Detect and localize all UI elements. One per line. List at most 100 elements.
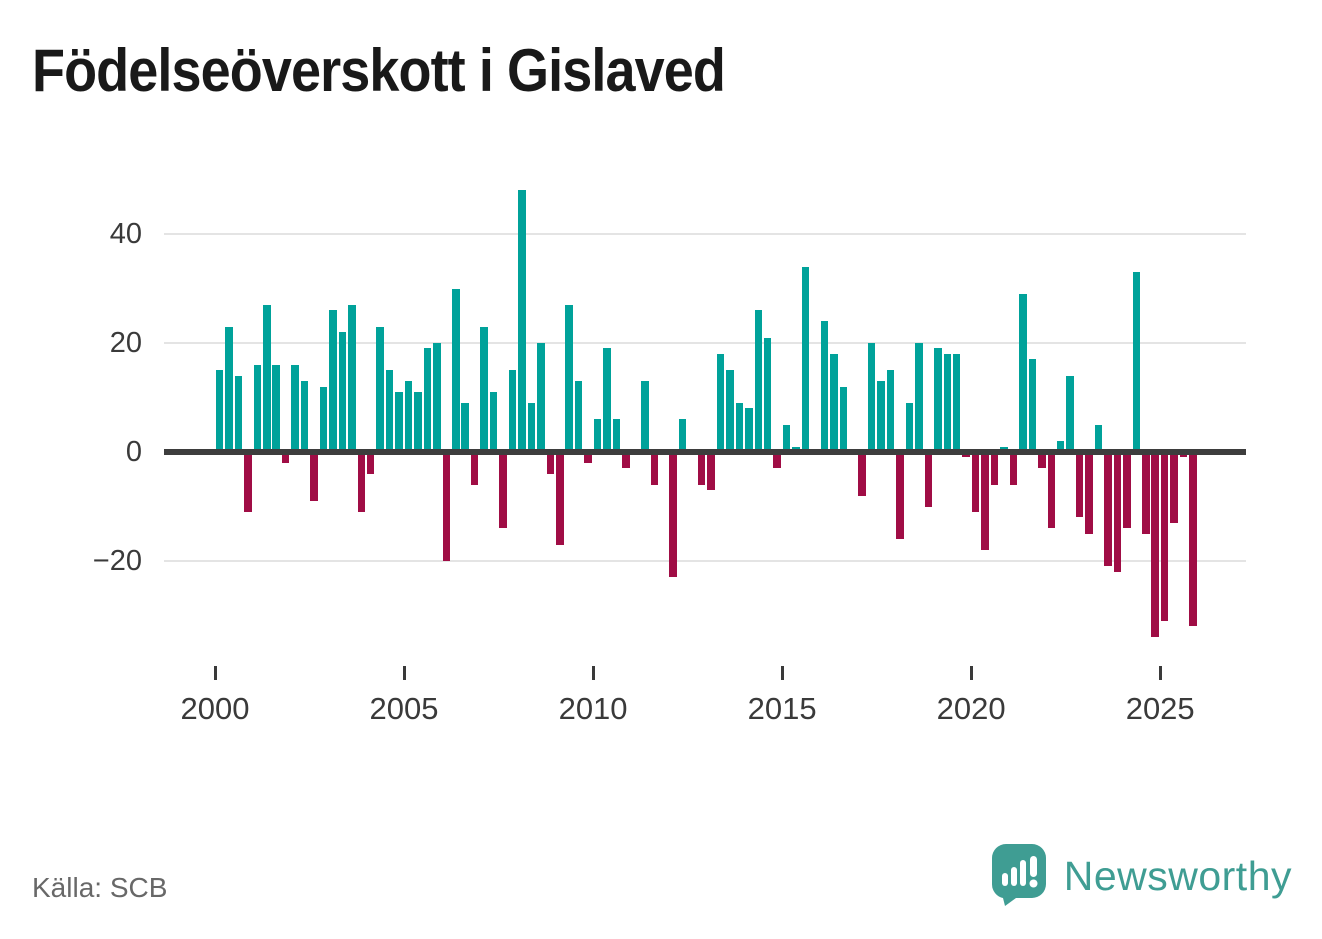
bar-positive — [338, 332, 347, 452]
bar-positive — [518, 190, 526, 452]
bar-positive — [763, 337, 772, 452]
bar-positive — [716, 353, 725, 452]
bar-negative — [442, 452, 451, 561]
bar-positive — [225, 326, 233, 452]
bar-negative — [669, 452, 677, 578]
bar-positive — [508, 370, 517, 452]
bar-positive — [461, 402, 469, 452]
bar-positive — [1056, 441, 1065, 452]
bar-negative — [1038, 452, 1046, 469]
y-axis-label: 20 — [109, 327, 142, 359]
bar-positive — [839, 386, 848, 452]
bar-negative — [697, 452, 706, 485]
bar-positive — [1094, 424, 1103, 452]
bar-negative — [1047, 452, 1056, 529]
bar-positive — [952, 353, 961, 452]
x-axis-label: 2015 — [747, 691, 817, 726]
bar-negative — [1085, 452, 1093, 534]
bar-positive — [877, 381, 885, 452]
bar-positive — [376, 326, 384, 452]
bar-chart-speech-bubble-icon — [990, 842, 1048, 911]
bar-negative — [773, 452, 781, 469]
bar-negative — [707, 452, 715, 491]
bar-positive — [215, 370, 224, 452]
bar-negative — [1160, 452, 1169, 621]
bar-positive — [943, 353, 952, 452]
bar-positive — [489, 392, 498, 452]
bar-negative — [981, 452, 989, 551]
bar-positive — [300, 381, 309, 452]
x-axis-tick — [213, 666, 217, 680]
brand-wordmark: Newsworthy — [1063, 853, 1292, 899]
bar-negative — [622, 452, 630, 469]
bar-negative — [310, 452, 318, 502]
bar-positive — [1019, 293, 1027, 452]
bar-positive — [537, 343, 545, 452]
bar-positive — [253, 364, 262, 452]
bar-positive — [329, 310, 337, 452]
bar-positive — [1132, 272, 1141, 452]
bar-positive — [754, 310, 762, 452]
bar-positive — [867, 343, 876, 452]
bar-positive — [612, 419, 621, 452]
bar-negative — [499, 452, 507, 529]
bar-positive — [678, 419, 687, 452]
bar-negative — [650, 452, 659, 485]
bar-negative — [584, 452, 592, 463]
bar-negative — [546, 452, 555, 474]
bar-positive — [886, 370, 895, 452]
bar-positive — [348, 304, 356, 452]
bar-positive — [385, 370, 394, 452]
bar-negative — [281, 452, 290, 463]
bar-positive — [603, 348, 611, 452]
x-axis-tick — [1158, 666, 1162, 680]
x-axis-label: 2005 — [369, 691, 439, 726]
bar-positive — [574, 381, 583, 452]
bar-positive — [565, 304, 573, 452]
bar-negative — [971, 452, 980, 512]
bar-negative — [556, 452, 564, 545]
y-axis-label: 40 — [109, 218, 142, 250]
bar-positive — [934, 348, 942, 452]
bar-positive — [905, 402, 914, 452]
bar-positive — [263, 304, 271, 452]
bar-positive — [820, 321, 829, 452]
bar-negative — [244, 452, 252, 512]
x-axis-tick — [780, 666, 784, 680]
bar-positive — [1028, 359, 1037, 452]
bar-positive — [480, 326, 488, 452]
bar-positive — [1066, 375, 1074, 452]
bar-positive — [735, 402, 744, 452]
bar-positive — [745, 408, 753, 452]
bar-positive — [915, 343, 923, 452]
chart-title: Födelseöverskott i Gislaved — [32, 37, 726, 104]
y-axis-label: −20 — [92, 545, 142, 577]
bar-positive — [801, 266, 810, 452]
bar-negative — [1104, 452, 1112, 567]
bar-positive — [291, 364, 299, 452]
bar-negative — [1189, 452, 1197, 627]
bar-positive — [404, 381, 413, 452]
bar-positive — [726, 370, 734, 452]
brand-logo: Newsworthy — [990, 842, 1292, 911]
bar-positive — [433, 343, 441, 452]
bar-negative — [858, 452, 866, 496]
bar-negative — [470, 452, 479, 485]
bar-positive — [395, 392, 403, 452]
bar-positive — [593, 419, 602, 452]
x-axis-tick — [402, 666, 406, 680]
bar-negative — [1113, 452, 1122, 572]
zero-axis-line — [164, 449, 1246, 455]
source-note: Källa: SCB — [32, 872, 168, 903]
bar-negative — [1170, 452, 1178, 523]
bar-negative — [924, 452, 933, 507]
x-axis-label: 2025 — [1125, 691, 1195, 726]
bar-positive — [272, 364, 280, 452]
bar-negative — [896, 452, 904, 540]
bar-negative — [1009, 452, 1018, 485]
bar-positive — [527, 402, 536, 452]
bar-positive — [452, 288, 460, 452]
gridline-y40 — [164, 233, 1246, 235]
x-axis-label: 2010 — [558, 691, 628, 726]
